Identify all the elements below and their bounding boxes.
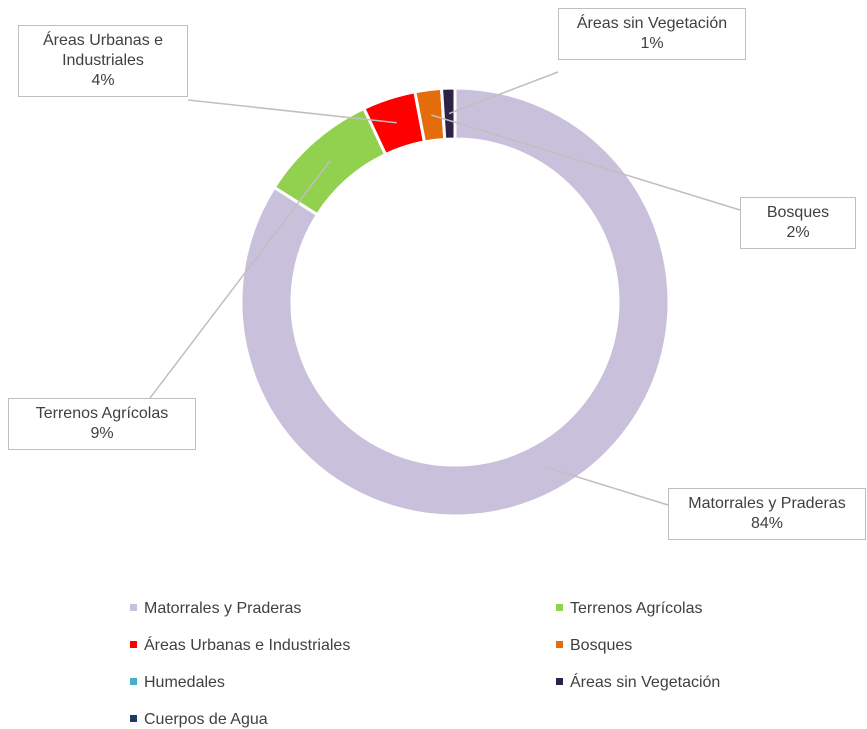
legend-item: Áreas sin Vegetación [556,674,720,692]
legend-swatch [130,678,137,685]
legend-item: Humedales [130,674,225,692]
legend-item: Cuerpos de Agua [130,711,268,729]
data-label: Terrenos Agrícolas 9% [8,398,196,450]
legend-label: Matorrales y Praderas [144,600,302,617]
leader-line [187,99,397,124]
data-label-value: 2% [786,224,810,241]
legend-swatch [130,715,137,722]
legend-swatch [556,641,563,648]
data-label-name: Bosques [766,204,830,221]
legend-label: Humedales [144,674,225,691]
data-label-name: Áreas sin Vegetación [576,15,728,32]
data-label-value: 84% [750,515,784,532]
leader-line [545,466,669,506]
donut-slice [239,86,671,518]
legend-item: Áreas Urbanas e Industriales [130,637,350,655]
data-label-name: Áreas Urbanas e Industriales [42,32,164,69]
data-label: Matorrales y Praderas 84% [668,488,866,540]
leader-line [431,114,741,211]
legend-label: Áreas sin Vegetación [570,674,721,691]
legend-label: Cuerpos de Agua [144,711,268,728]
legend-label: Áreas Urbanas e Industriales [144,637,351,654]
legend-swatch [130,604,137,611]
legend-item: Matorrales y Praderas [130,600,301,618]
legend-label: Bosques [570,637,633,654]
data-label-value: 9% [90,425,114,442]
legend-item: Bosques [556,637,632,655]
leader-line [149,160,331,399]
data-label-name: Matorrales y Praderas [688,495,846,512]
legend-item: Terrenos Agrícolas [556,600,703,618]
data-label-name: Terrenos Agrícolas [35,405,169,422]
legend-swatch [556,604,563,611]
data-label: Áreas Urbanas e Industriales 4% [18,25,188,97]
legend-swatch [130,641,137,648]
data-label-value: 1% [640,35,664,52]
data-label-value: 4% [91,72,115,89]
legend-label: Terrenos Agrícolas [570,600,703,617]
donut-slice [439,86,457,141]
legend-swatch [556,678,563,685]
data-label: Áreas sin Vegetación 1% [558,8,746,60]
data-label: Bosques 2% [740,197,856,249]
leader-line [448,71,559,115]
